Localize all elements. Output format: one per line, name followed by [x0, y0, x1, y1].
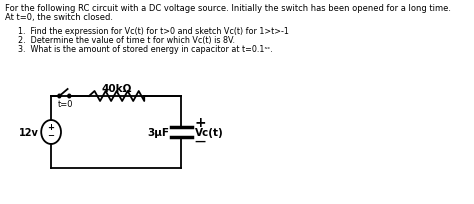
- Text: t=0: t=0: [58, 100, 73, 109]
- Text: 2.  Determine the value of time t for which Vc(t) is 8V.: 2. Determine the value of time t for whi…: [18, 36, 235, 45]
- Circle shape: [68, 94, 71, 98]
- Text: +: +: [47, 123, 55, 133]
- Text: —: —: [194, 137, 206, 147]
- Text: Vc(t): Vc(t): [194, 128, 223, 138]
- Text: 3.  What is the amount of stored energy in capacitor at t=0.1ˢᶜ.: 3. What is the amount of stored energy i…: [18, 45, 273, 54]
- Text: 40kΩ: 40kΩ: [101, 84, 132, 94]
- Text: 12v: 12v: [19, 128, 39, 138]
- Text: At t=0, the switch closed.: At t=0, the switch closed.: [5, 13, 113, 22]
- Text: 3μF: 3μF: [147, 128, 169, 138]
- Text: 1.  Find the expression for Vc(t) for t>0 and sketch Vc(t) for 1>t>-1: 1. Find the expression for Vc(t) for t>0…: [18, 27, 289, 36]
- Text: −: −: [47, 132, 55, 141]
- Text: +: +: [194, 116, 206, 130]
- Circle shape: [58, 94, 61, 98]
- Text: For the following RC circuit with a DC voltage source. Initially the switch has : For the following RC circuit with a DC v…: [5, 4, 451, 13]
